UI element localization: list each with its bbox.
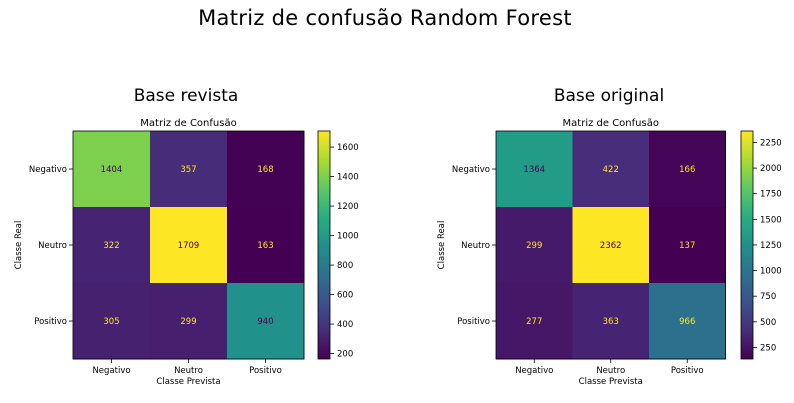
colorbar-tick-label-right-7: 2000 <box>760 164 782 174</box>
panel-title-right: Base original <box>553 86 665 106</box>
cell-right-0-1 <box>572 131 650 208</box>
cell-value-right-1-0: 299 <box>526 241 542 251</box>
cell-value-left-0-2: 168 <box>257 165 273 175</box>
cell-left-0-1 <box>150 131 228 208</box>
cell-left-2-2 <box>227 283 305 360</box>
y-tick-label-right-0: Negativo <box>452 165 490 175</box>
cell-value-left-2-0: 305 <box>103 317 119 327</box>
colorbar-tick-label-left-4: 1000 <box>337 232 359 242</box>
cell-value-right-2-1: 363 <box>603 317 619 327</box>
cell-left-1-2 <box>227 207 305 284</box>
figure-title: Matriz de confusão Random Forest <box>198 6 572 30</box>
cell-right-1-0 <box>496 207 573 284</box>
cell-value-left-0-1: 357 <box>180 165 196 175</box>
cell-value-left-0-0: 1404 <box>101 165 123 175</box>
x-axis-label-left: Classe Prevista <box>156 377 220 387</box>
cell-right-1-2 <box>649 207 726 284</box>
colorbar-tick-label-right-8: 2250 <box>760 138 782 148</box>
x-tick-label-left-0: Negativo <box>92 366 130 376</box>
cell-right-2-0 <box>496 283 573 360</box>
axes-title-left: Matriz de Confusão <box>140 118 236 129</box>
colorbar-tick-label-left-1: 400 <box>337 320 353 330</box>
x-tick-label-right-0: Negativo <box>515 366 553 376</box>
cell-value-right-0-0: 1364 <box>523 165 545 175</box>
colorbar-tick-label-left-0: 200 <box>337 350 353 360</box>
colorbar-tick-label-right-3: 1000 <box>760 267 782 277</box>
cell-left-0-0 <box>73 131 151 208</box>
y-tick-label-right-2: Positivo <box>457 317 490 327</box>
x-tick-label-left-1: Neutro <box>174 366 203 376</box>
colorbar-tick-label-left-6: 1400 <box>337 173 359 183</box>
cell-value-right-1-1: 2362 <box>600 241 622 251</box>
colorbar-tick-label-right-6: 1750 <box>760 190 782 200</box>
axes-title-right: Matriz de Confusão <box>563 118 659 129</box>
cell-value-right-1-2: 137 <box>679 241 695 251</box>
cell-left-2-1 <box>150 283 228 360</box>
cell-left-1-1 <box>150 207 228 284</box>
x-tick-label-left-2: Positivo <box>249 366 282 376</box>
x-axis-label-right: Classe Prevista <box>579 377 643 387</box>
colorbar-tick-label-right-4: 1250 <box>760 241 782 251</box>
cell-right-0-0 <box>496 131 573 208</box>
cell-value-right-0-2: 166 <box>679 165 695 175</box>
colorbar-tick-label-left-5: 1200 <box>337 202 359 212</box>
colorbar-tick-label-right-2: 750 <box>760 292 776 302</box>
colorbar-left <box>317 130 331 360</box>
panel-title-left: Base revista <box>133 86 239 106</box>
colorbar-tick-label-right-1: 500 <box>760 318 776 328</box>
cell-value-left-2-2: 940 <box>257 317 273 327</box>
y-axis-label-right: Classe Real <box>437 221 447 270</box>
y-tick-label-right-1: Neutro <box>461 241 490 251</box>
cell-left-1-0 <box>73 207 151 284</box>
cell-right-2-2 <box>649 283 726 360</box>
y-axis-label-left: Classe Real <box>14 221 24 270</box>
cell-value-right-0-1: 422 <box>603 165 619 175</box>
colorbar-tick-label-right-0: 250 <box>760 343 776 353</box>
cell-value-right-2-2: 966 <box>679 317 695 327</box>
colorbar-tick-label-left-3: 800 <box>337 261 353 271</box>
cell-right-1-1 <box>572 207 650 284</box>
y-tick-label-left-1: Neutro <box>38 241 67 251</box>
y-tick-label-left-0: Negativo <box>29 165 67 175</box>
colorbar-right <box>740 130 754 360</box>
cell-left-2-0 <box>73 283 151 360</box>
y-tick-label-left-2: Positivo <box>34 317 67 327</box>
cell-right-2-1 <box>572 283 650 360</box>
cell-value-left-1-1: 1709 <box>178 241 200 251</box>
cell-value-left-2-1: 299 <box>180 317 196 327</box>
colorbar-tick-label-left-2: 600 <box>337 291 353 301</box>
x-tick-label-right-1: Neutro <box>596 366 625 376</box>
colorbar-tick-label-left-7: 1600 <box>337 143 359 153</box>
x-tick-label-right-2: Positivo <box>671 366 704 376</box>
cell-right-0-2 <box>649 131 726 208</box>
cell-left-0-2 <box>227 131 305 208</box>
colorbar-tick-label-right-5: 1500 <box>760 215 782 225</box>
cell-value-left-1-0: 322 <box>103 241 119 251</box>
cell-value-right-2-0: 277 <box>526 317 542 327</box>
cell-value-left-1-2: 163 <box>257 241 273 251</box>
